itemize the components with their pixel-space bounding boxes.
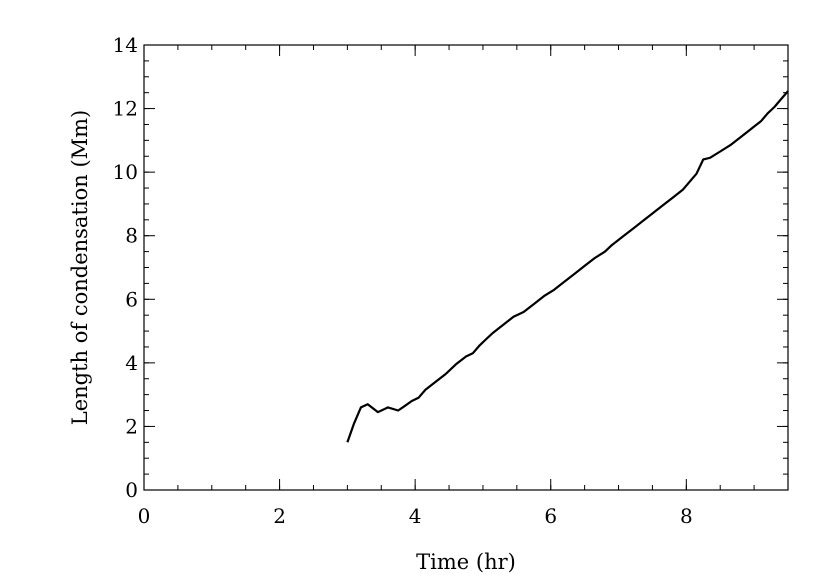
x-tick-label: 2 [273, 504, 286, 528]
y-axis-title: Length of condensation (Mm) [68, 110, 92, 426]
x-tick-label: 0 [138, 504, 151, 528]
y-tick-label: 2 [125, 414, 138, 438]
y-tick-label: 12 [113, 97, 138, 121]
y-tick-label: 0 [125, 478, 138, 502]
major-ticks [143, 44, 788, 491]
x-tick-label: 4 [409, 504, 422, 528]
series-layer [346, 90, 789, 443]
y-tick-label: 4 [125, 351, 138, 375]
series-line [346, 90, 789, 443]
x-tick-label: 6 [544, 504, 557, 528]
y-tick-label: 14 [113, 33, 138, 57]
x-tick-labels: 0 2 4 6 8 [138, 504, 693, 528]
x-axis-title: Time (hr) [416, 550, 516, 574]
plot-frame [143, 44, 789, 491]
y-tick-label: 10 [113, 160, 138, 184]
x-tick-label: 8 [680, 504, 693, 528]
y-tick-label: 8 [125, 224, 138, 248]
minor-ticks [143, 44, 789, 491]
y-tick-labels: 0 2 4 6 8 10 12 14 [113, 33, 138, 502]
y-tick-label: 6 [125, 287, 138, 311]
